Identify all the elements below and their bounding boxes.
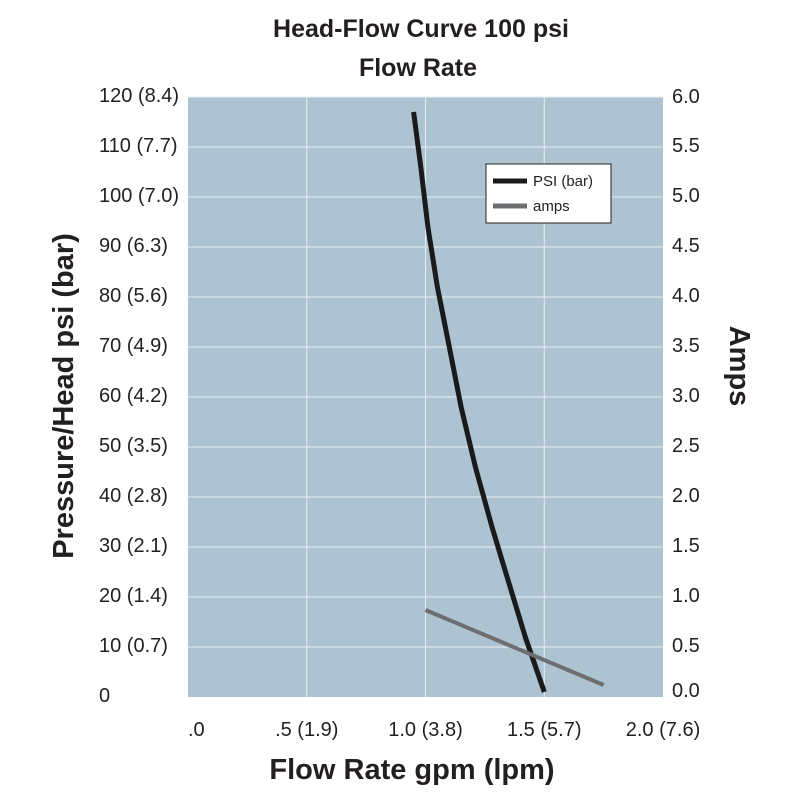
y-tick-label: 70 (4.9): [99, 335, 168, 357]
y-tick-label: 110 (7.7): [99, 135, 178, 157]
y-axis-left-title: Pressure/Head psi (bar): [48, 233, 80, 559]
y-tick-label: 50 (3.5): [99, 435, 168, 457]
y-axis-left-ticks: 0 10 (0.7) 20 (1.4) 30 (2.1) 40 (2.8) 50 (3.5…: [99, 85, 179, 707]
chart-title: Head-Flow Curve 100 psi: [273, 15, 569, 43]
y2-tick-label: 4.0: [672, 285, 700, 307]
x-axis-title: Flow Rate gpm (lpm): [269, 754, 554, 786]
y2-tick-label: 0.0: [672, 680, 700, 702]
x-tick-label: 2.0 (7.6): [626, 719, 700, 741]
y-axis-right-title: Amps: [723, 326, 755, 407]
y2-tick-label: 0.5: [672, 635, 700, 657]
y-tick-label: 20 (1.4): [99, 585, 168, 607]
y2-tick-label: 3.0: [672, 385, 700, 407]
x-tick-label: 1.5 (5.7): [507, 719, 581, 741]
y-tick-label: 0: [99, 685, 110, 707]
x-tick-label: .0: [188, 719, 205, 741]
series-line-psi-bar: [411, 111, 547, 693]
series-group: [411, 111, 605, 693]
legend-label-psi: PSI (bar): [533, 173, 593, 190]
y2-tick-label: 4.5: [672, 235, 700, 257]
y2-tick-label: 2.0: [672, 485, 700, 507]
y-tick-label: 100 (7.0): [99, 185, 179, 207]
y2-tick-label: 6.0: [672, 86, 700, 108]
y-tick-label: 120 (8.4): [99, 85, 179, 107]
y2-tick-label: 5.0: [672, 185, 700, 207]
y-axis-right-ticks: 0.0 0.5 1.0 1.5 2.0 2.5 3.0 3.5 4.0 4.5 5.0 5.5 6.0: [672, 86, 700, 702]
y2-tick-label: 2.5: [672, 435, 700, 457]
y2-tick-label: 1.5: [672, 535, 700, 557]
legend-label-amps: amps: [533, 198, 570, 215]
x-tick-label: 1.0 (3.8): [388, 719, 462, 741]
y-tick-label: 30 (2.1): [99, 535, 168, 557]
legend-box: [485, 163, 612, 224]
legend: PSI (bar) amps: [485, 163, 612, 224]
y2-tick-label: 5.5: [672, 135, 700, 157]
y2-tick-label: 3.5: [672, 335, 700, 357]
x-axis-ticks: .0 .5 (1.9) 1.0 (3.8) 1.5 (5.7) 2.0 (7.6): [188, 719, 700, 741]
y-tick-label: 60 (4.2): [99, 385, 168, 407]
y-tick-label: 40 (2.8): [99, 485, 168, 507]
y2-tick-label: 1.0: [672, 585, 700, 607]
series-line-amps: [424, 608, 605, 687]
y-tick-label: 80 (5.6): [99, 285, 168, 307]
chart-subtitle: Flow Rate: [359, 54, 477, 82]
x-tick-label: .5 (1.9): [275, 719, 338, 741]
y-tick-label: 10 (0.7): [99, 635, 168, 657]
y-tick-label: 90 (6.3): [99, 235, 168, 257]
